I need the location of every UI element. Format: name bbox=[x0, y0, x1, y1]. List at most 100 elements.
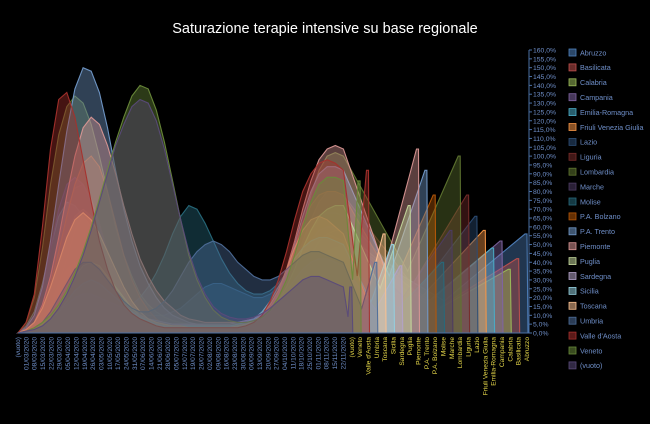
x-tick-label: Basilicata bbox=[516, 337, 523, 366]
y-tick-label: 15,0% bbox=[533, 304, 552, 311]
legend-label: Umbria bbox=[580, 317, 603, 326]
legend-swatch bbox=[568, 48, 577, 57]
x-tick-label: 11/10/2020 bbox=[290, 337, 297, 370]
legend-label: Lazio bbox=[580, 138, 597, 147]
x-tick-label: 15/03/2020 bbox=[40, 337, 47, 370]
x-tick-label: 12/04/2020 bbox=[73, 337, 80, 370]
series-area-15 bbox=[17, 258, 404, 334]
x-tick-label: (vuoto) bbox=[15, 337, 22, 358]
y-tick-label: 70,0% bbox=[533, 207, 552, 214]
y-tick-label: 135,0% bbox=[533, 92, 556, 99]
x-tick-label: 28/06/2020 bbox=[165, 337, 172, 370]
x-tick-label: 09/08/2020 bbox=[215, 337, 222, 370]
legend-label: Lombardia bbox=[580, 168, 614, 177]
x-tick-label: P.A. Bolzano bbox=[432, 337, 439, 375]
x-tick-label: 19/04/2020 bbox=[82, 337, 89, 370]
x-tick-label: 25/10/2020 bbox=[307, 337, 314, 370]
y-tick-label: 80,0% bbox=[533, 189, 552, 196]
legend-label: P.A. Bolzano bbox=[580, 212, 621, 221]
y-tick-label: 110,0% bbox=[533, 136, 556, 143]
legend-swatch bbox=[568, 242, 577, 251]
x-tick-label: Sicilia bbox=[391, 337, 398, 355]
legend-swatch bbox=[568, 167, 577, 176]
x-tick-label: Umbria bbox=[374, 337, 381, 359]
x-tick-label: 22/11/2020 bbox=[340, 337, 347, 370]
legend-swatch bbox=[568, 346, 577, 355]
x-tick-label: 31/05/2020 bbox=[132, 337, 139, 370]
legend-label: Toscana bbox=[580, 302, 607, 311]
legend-swatch bbox=[568, 257, 577, 266]
x-tick-label: 04/10/2020 bbox=[282, 337, 289, 370]
x-tick-label: Molise bbox=[441, 337, 448, 356]
x-tick-label: 27/09/2020 bbox=[274, 337, 281, 370]
x-tick-label: 07/06/2020 bbox=[140, 337, 147, 370]
x-tick-label: 01/03/2020 bbox=[23, 337, 30, 370]
x-tick-label: 21/06/2020 bbox=[157, 337, 164, 370]
legend-swatch bbox=[568, 227, 577, 236]
legend-swatch bbox=[568, 361, 577, 370]
legend-label: P.A. Trento bbox=[580, 227, 615, 236]
x-tick-label: Piemonte bbox=[416, 337, 423, 365]
legend-label: Valle d'Aosta bbox=[580, 331, 621, 340]
legend-label: Puglia bbox=[580, 257, 600, 266]
legend-label: Veneto bbox=[580, 346, 602, 355]
y-tick-label: 30,0% bbox=[533, 277, 552, 284]
x-tick-label: Marche bbox=[449, 337, 456, 359]
x-tick-label: 13/09/2020 bbox=[257, 337, 264, 370]
y-tick-label: 160,0% bbox=[533, 48, 556, 55]
y-tick-label: 5,0% bbox=[533, 322, 549, 329]
y-tick-label: 0,0% bbox=[533, 331, 549, 338]
y-tick-label: 95,0% bbox=[533, 162, 552, 169]
x-tick-label: 02/08/2020 bbox=[207, 337, 214, 370]
x-tick-label: 08/03/2020 bbox=[32, 337, 39, 370]
legend-label: Sicilia bbox=[580, 287, 599, 296]
x-tick-label: Valle d'Aosta bbox=[366, 337, 373, 375]
x-tick-label: 15/11/2020 bbox=[332, 337, 339, 370]
x-tick-label: Campania bbox=[499, 337, 506, 367]
legend-swatch bbox=[568, 63, 577, 72]
legend-swatch bbox=[568, 137, 577, 146]
y-tick-label: 150,0% bbox=[533, 65, 556, 72]
y-tick-label: 60,0% bbox=[533, 224, 552, 231]
x-tick-label: 23/08/2020 bbox=[232, 337, 239, 370]
y-tick-label: 130,0% bbox=[533, 101, 556, 108]
y-tick-label: 100,0% bbox=[533, 154, 556, 161]
y-tick-label: 120,0% bbox=[533, 118, 556, 125]
legend-label: (vuoto) bbox=[580, 361, 602, 370]
series-area-12 bbox=[16, 66, 429, 334]
y-tick-label: 25,0% bbox=[533, 286, 552, 293]
x-tick-label: Toscana bbox=[382, 337, 389, 362]
y-tick-label: 40,0% bbox=[533, 260, 552, 267]
series-area-21 bbox=[17, 98, 354, 334]
legend-swatch bbox=[568, 197, 577, 206]
legend-label: Calabria bbox=[580, 78, 607, 87]
x-tick-label: (vuoto) bbox=[349, 337, 356, 358]
x-tick-label: 08/11/2020 bbox=[324, 337, 331, 370]
legend-label: Marche bbox=[580, 182, 604, 191]
x-tick-label: 05/07/2020 bbox=[174, 337, 181, 370]
y-tick-label: 145,0% bbox=[533, 74, 556, 81]
x-tick-label: 01/11/2020 bbox=[315, 337, 322, 370]
y-tick-label: 90,0% bbox=[533, 171, 552, 178]
legend-swatch bbox=[568, 316, 577, 325]
x-tick-label: 26/07/2020 bbox=[199, 337, 206, 370]
x-tick-label: 24/05/2020 bbox=[124, 337, 131, 370]
legend-swatch bbox=[568, 93, 577, 102]
x-tick-label: 10/05/2020 bbox=[107, 337, 114, 370]
y-tick-label: 140,0% bbox=[533, 83, 556, 90]
y-tick-label: 65,0% bbox=[533, 216, 552, 223]
x-tick-label: Calabria bbox=[507, 337, 514, 362]
y-tick-label: 55,0% bbox=[533, 233, 552, 240]
x-tick-label: 06/09/2020 bbox=[249, 337, 256, 370]
series-area-20 bbox=[17, 84, 362, 334]
x-tick-label: 22/03/2020 bbox=[48, 337, 55, 370]
legend-swatch bbox=[568, 182, 577, 191]
x-tick-label: Emilia-Romagna bbox=[491, 337, 498, 386]
y-tick-label: 45,0% bbox=[533, 251, 552, 258]
y-tick-label: 75,0% bbox=[533, 198, 552, 205]
x-tick-label: 19/07/2020 bbox=[190, 337, 197, 370]
legend-label: Friuli Venezia Giulia bbox=[580, 123, 644, 132]
legend-swatch bbox=[568, 123, 577, 131]
chart-title: Saturazione terapie intensive su base re… bbox=[172, 21, 478, 37]
